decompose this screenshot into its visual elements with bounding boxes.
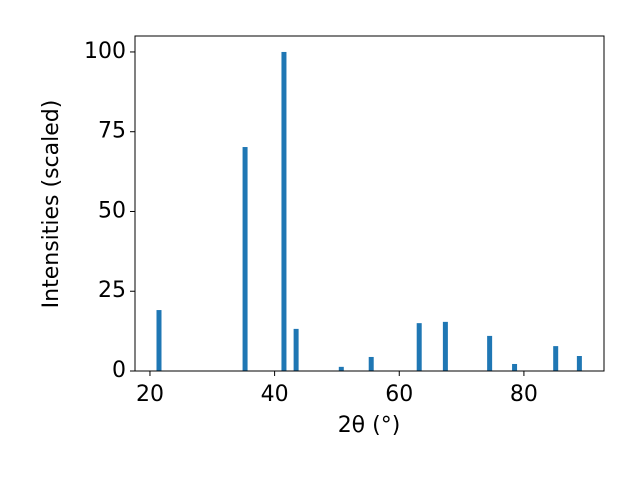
bar [156, 310, 162, 371]
bar [487, 335, 493, 371]
bar [368, 356, 374, 371]
y-tick-label: 0 [112, 358, 126, 383]
bar [442, 321, 448, 371]
bar [553, 346, 559, 371]
y-axis-label: Intensities (scaled) [39, 100, 64, 309]
y-tick-label: 75 [98, 119, 126, 144]
x-tick-label: 40 [261, 382, 289, 407]
bar [512, 363, 518, 371]
bar [416, 323, 422, 371]
bar [242, 147, 248, 371]
bar [293, 328, 299, 371]
y-tick-label: 100 [84, 39, 126, 64]
bar [281, 51, 287, 371]
x-tick-label: 60 [385, 382, 413, 407]
x-tick-label: 20 [136, 382, 164, 407]
bar [338, 366, 344, 371]
x-axis-label: 2θ (°) [338, 413, 401, 438]
y-tick-label: 25 [98, 278, 126, 303]
plot-frame [134, 35, 605, 372]
y-tick-label: 50 [98, 198, 126, 223]
x-tick-label: 80 [510, 382, 538, 407]
bar [576, 356, 582, 371]
